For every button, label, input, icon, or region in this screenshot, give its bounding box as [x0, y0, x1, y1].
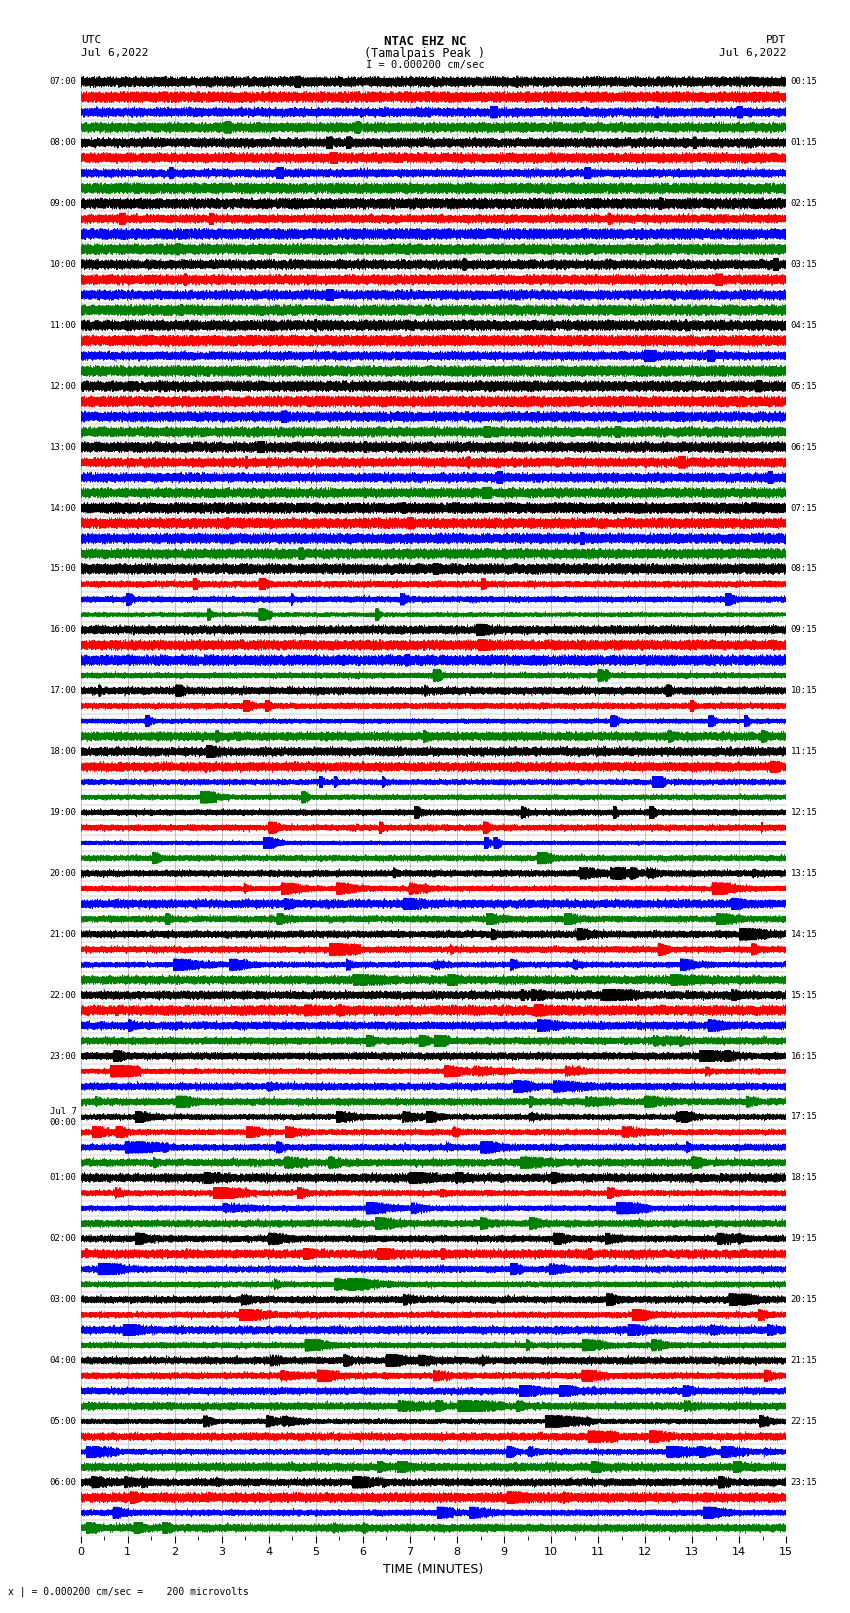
Text: I = 0.000200 cm/sec: I = 0.000200 cm/sec: [366, 60, 484, 69]
X-axis label: TIME (MINUTES): TIME (MINUTES): [383, 1563, 484, 1576]
Text: UTC: UTC: [81, 35, 101, 45]
Text: Jul 6,2022: Jul 6,2022: [81, 48, 148, 58]
Text: PDT: PDT: [766, 35, 786, 45]
Text: (Tamalpais Peak ): (Tamalpais Peak ): [365, 47, 485, 60]
Text: Jul 6,2022: Jul 6,2022: [719, 48, 786, 58]
Text: x | = 0.000200 cm/sec =    200 microvolts: x | = 0.000200 cm/sec = 200 microvolts: [8, 1586, 249, 1597]
Text: NTAC EHZ NC: NTAC EHZ NC: [383, 35, 467, 48]
